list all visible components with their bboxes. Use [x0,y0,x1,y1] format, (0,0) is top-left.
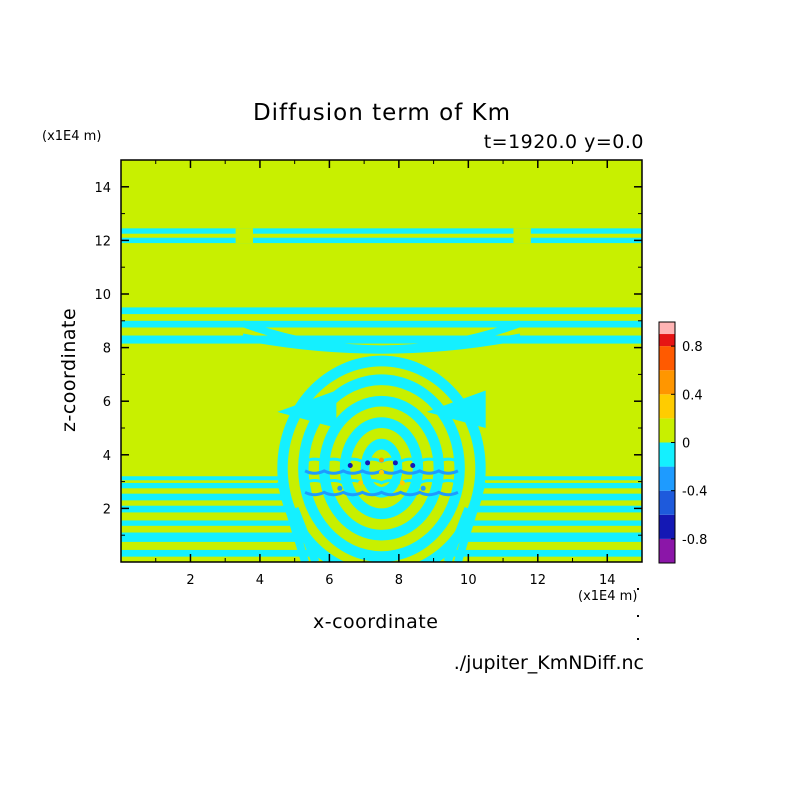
contour-gap [513,228,531,244]
corner-dot [637,588,639,590]
contour-wave [304,479,459,485]
contour-speck [358,480,364,486]
colorbar-swatch [659,442,675,467]
colorbar-swatch [659,466,675,491]
contour-speck [347,463,353,469]
colorbar-swatch [659,538,675,563]
contour-field [121,228,642,562]
y-tick-label: 4 [103,449,111,464]
contour-gap [235,228,253,244]
colorbar-top-swatch [659,322,675,335]
x-axis-ticks: 2 4 6 8 10 12 14 [155,160,616,588]
y-tick-label: 12 [94,234,111,249]
contour-band [121,335,642,344]
colorbar-tick-label: 0 [682,437,690,452]
contour-band [121,237,642,244]
y-tick-label: 2 [103,502,111,517]
contour-wave [304,490,459,497]
y-tick-label: 10 [94,288,111,303]
contour-speck [410,463,416,469]
colorbar-swatch [659,370,675,395]
colorbar-tick-label: -0.4 [682,485,707,500]
colorbar-swatch [659,418,675,443]
contour-speck [399,480,405,486]
colorbar: 0.8 0.4 0 -0.4 -0.8 [658,321,707,564]
x-tick-label: 8 [395,573,403,588]
contour-speck [337,485,343,491]
x-axis-label: x-coordinate [313,611,439,633]
x-tick-label: 12 [530,573,547,588]
contour-wedge [277,390,337,428]
y-axis-unit: (x1E4 m) [42,129,102,144]
colorbar-swatch [659,346,675,371]
x-tick-label: 6 [325,573,333,588]
colorbar-tick-label: -0.8 [682,533,707,548]
contour-leg [454,480,487,562]
contour-speck [365,460,371,466]
colorbar-tick-label: 0.4 [682,388,703,403]
contour-speck [392,460,398,466]
contour-speck [379,469,384,475]
contour-arc [241,320,522,353]
x-axis-unit: (x1E4 m) [578,589,638,604]
corner-dot [637,638,639,640]
contour-band [121,228,642,234]
contour-speck [420,485,426,491]
chart-subtitle: t=1920.0 y=0.0 [483,131,644,153]
contour-wedge [426,390,486,428]
source-filename: ./jupiter_KmNDiff.nc [453,652,644,674]
contour-band [121,307,642,315]
y-axis-ticks: 2 4 6 8 10 12 14 [94,181,642,536]
contour-band [121,320,642,328]
x-tick-label: 10 [460,573,477,588]
contour-leg [276,480,309,562]
colorbar-swatch [659,490,675,515]
colorbar-swatch [659,514,675,539]
colorbar-swatch [659,394,675,419]
contour-leg [290,506,320,562]
x-tick-label: 4 [256,573,264,588]
plot-frame [120,159,643,563]
y-tick-label: 14 [94,181,111,196]
chart-title: Diffusion term of Km [252,100,512,126]
contour-speck [379,457,384,463]
x-tick-label: 2 [186,573,194,588]
contour-leg [443,506,473,562]
corner-dot [637,615,639,617]
y-tick-label: 6 [103,395,111,410]
x-tick-label: 14 [599,573,616,588]
y-tick-label: 8 [103,342,111,357]
colorbar-tick-label: 0.8 [682,340,703,355]
